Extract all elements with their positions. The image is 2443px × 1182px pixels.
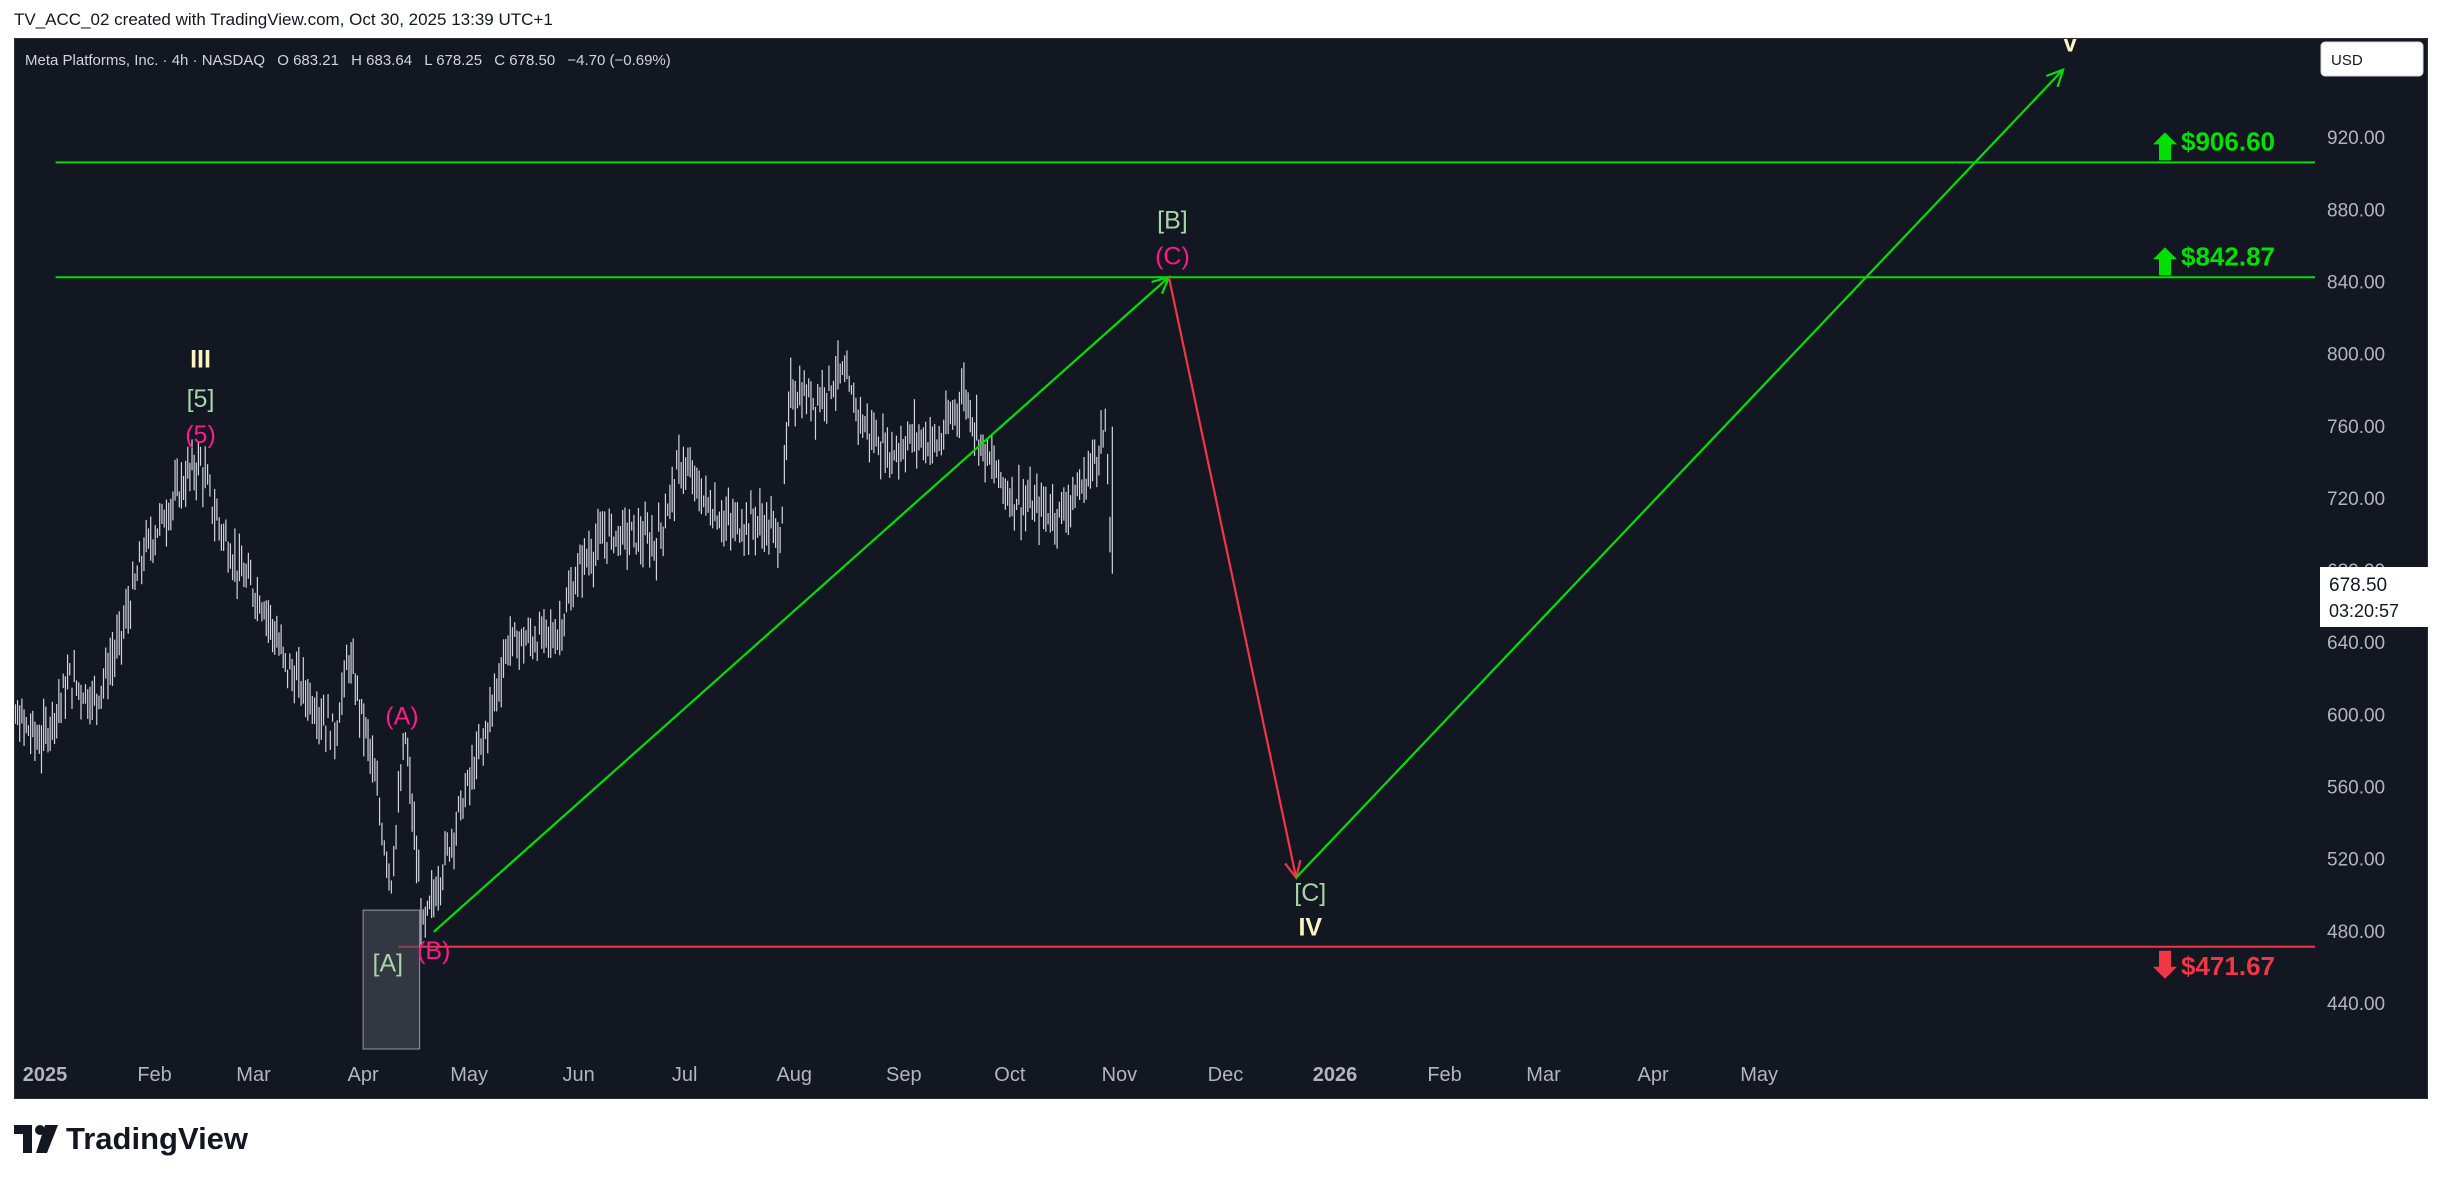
legend-c-value: 678.50 — [509, 52, 555, 69]
y-tick-label: 560.00 — [2327, 777, 2385, 798]
x-tick-label: Feb — [1427, 1064, 1461, 1086]
x-tick-label: Jul — [672, 1064, 698, 1086]
y-tick-label: 920.00 — [2327, 128, 2385, 149]
header-bar: TV_ACC_02 created with TradingView.com, … — [0, 0, 2443, 38]
x-tick-label: 2025 — [23, 1064, 68, 1086]
currency-button[interactable]: USD — [2320, 41, 2424, 77]
last-price-value: 678.50 — [2329, 575, 2387, 596]
level-price-label: $471.67 — [2181, 951, 2275, 981]
wave-label: [5] — [187, 385, 215, 413]
x-tick-label: Mar — [236, 1064, 271, 1086]
legend-h-label: H — [351, 52, 362, 69]
countdown-timer: 03:20:57 — [2329, 601, 2399, 621]
wave-label: [A] — [373, 949, 404, 977]
header-title: TV_ACC_02 created with TradingView.com, … — [14, 10, 553, 29]
wave-label: (C) — [1155, 242, 1190, 270]
tradingview-logo-text: TradingView — [66, 1121, 249, 1156]
x-tick-label: May — [1740, 1064, 1778, 1086]
wave-label: IV — [1298, 913, 1322, 941]
arrow-down-icon — [2153, 950, 2177, 979]
arrow-up-icon — [2153, 132, 2177, 161]
currency-label: USD — [2331, 52, 2363, 69]
y-tick-label: 480.00 — [2327, 922, 2385, 943]
legend-c-label: C — [494, 52, 505, 69]
y-tick-label: 600.00 — [2327, 705, 2385, 726]
projection-arrow[interactable] — [433, 276, 1170, 933]
y-tick-label: 760.00 — [2327, 417, 2385, 438]
x-tick-label: Apr — [348, 1064, 379, 1086]
arrow-head-icon — [1151, 275, 1171, 295]
price-chart[interactable]: III [5] (5) (A) [A] (B) [B] (C) [C] IV V $906.60 $8… — [15, 39, 2429, 1100]
wave-label: III — [190, 345, 211, 373]
highlight-box[interactable] — [362, 909, 421, 1050]
y-tick-label: 640.00 — [2327, 633, 2385, 654]
legend-o-value: 683.21 — [293, 52, 339, 69]
x-tick-label: Aug — [776, 1064, 812, 1086]
legend-l-label: L — [424, 52, 432, 69]
wave-label: [C] — [1294, 879, 1326, 907]
x-tick-label: Oct — [994, 1064, 1026, 1086]
y-axis[interactable]: 440.00480.00520.00560.00600.00640.00680.… — [2327, 56, 2385, 1015]
x-tick-label: May — [450, 1064, 488, 1086]
y-tick-label: 800.00 — [2327, 345, 2385, 366]
wave-label: V — [2062, 39, 2079, 58]
legend-o-label: O — [277, 52, 289, 69]
tradingview-logo-icon — [14, 1125, 58, 1153]
wave-label: (A) — [385, 702, 418, 730]
arrow-head-icon — [2045, 67, 2065, 88]
projection-arrow[interactable] — [1167, 276, 1298, 878]
x-axis[interactable]: 2025 Feb Mar Apr May Jun Jul Aug Sep Oct Nov Dec 202… — [23, 1064, 1778, 1086]
legend-line: Meta Platforms, Inc. · 4h · NASDAQ O 683… — [25, 52, 671, 69]
last-price-badge: 678.50 03:20:57 — [2320, 567, 2428, 627]
y-tick-label: 440.00 — [2327, 994, 2385, 1015]
arrow-up-icon — [2153, 247, 2177, 276]
x-tick-label: 2026 — [1313, 1064, 1358, 1086]
legend-l-value: 678.25 — [436, 52, 482, 69]
x-tick-label: Jun — [563, 1064, 595, 1086]
projection-arrow[interactable] — [1295, 68, 2064, 879]
legend-h-value: 683.64 — [366, 52, 412, 69]
level-price-label: $842.87 — [2181, 241, 2275, 271]
y-tick-label: 880.00 — [2327, 200, 2385, 221]
wave-label: [B] — [1157, 206, 1188, 234]
level-price-label: $906.60 — [2181, 126, 2275, 156]
tradingview-logo[interactable]: TradingView — [14, 1119, 248, 1159]
x-tick-label: Nov — [1102, 1064, 1138, 1086]
wave-label: (B) — [417, 937, 450, 965]
x-tick-label: Feb — [137, 1064, 171, 1086]
y-tick-label: 840.00 — [2327, 272, 2385, 293]
legend-change: −4.70 (−0.69%) — [567, 52, 670, 69]
x-tick-label: Dec — [1208, 1064, 1244, 1086]
y-tick-label: 520.00 — [2327, 850, 2385, 871]
y-tick-label: 720.00 — [2327, 489, 2385, 510]
wave-label: (5) — [185, 421, 216, 449]
footer-bar: TradingView — [0, 1099, 2443, 1182]
legend-symbol: Meta Platforms, Inc. · 4h · NASDAQ — [25, 52, 265, 69]
x-tick-label: Mar — [1526, 1064, 1561, 1086]
chart-panel[interactable]: III [5] (5) (A) [A] (B) [B] (C) [C] IV V $906.60 $8… — [14, 38, 2428, 1099]
x-tick-label: Apr — [1638, 1064, 1669, 1086]
x-tick-label: Sep — [886, 1064, 922, 1086]
